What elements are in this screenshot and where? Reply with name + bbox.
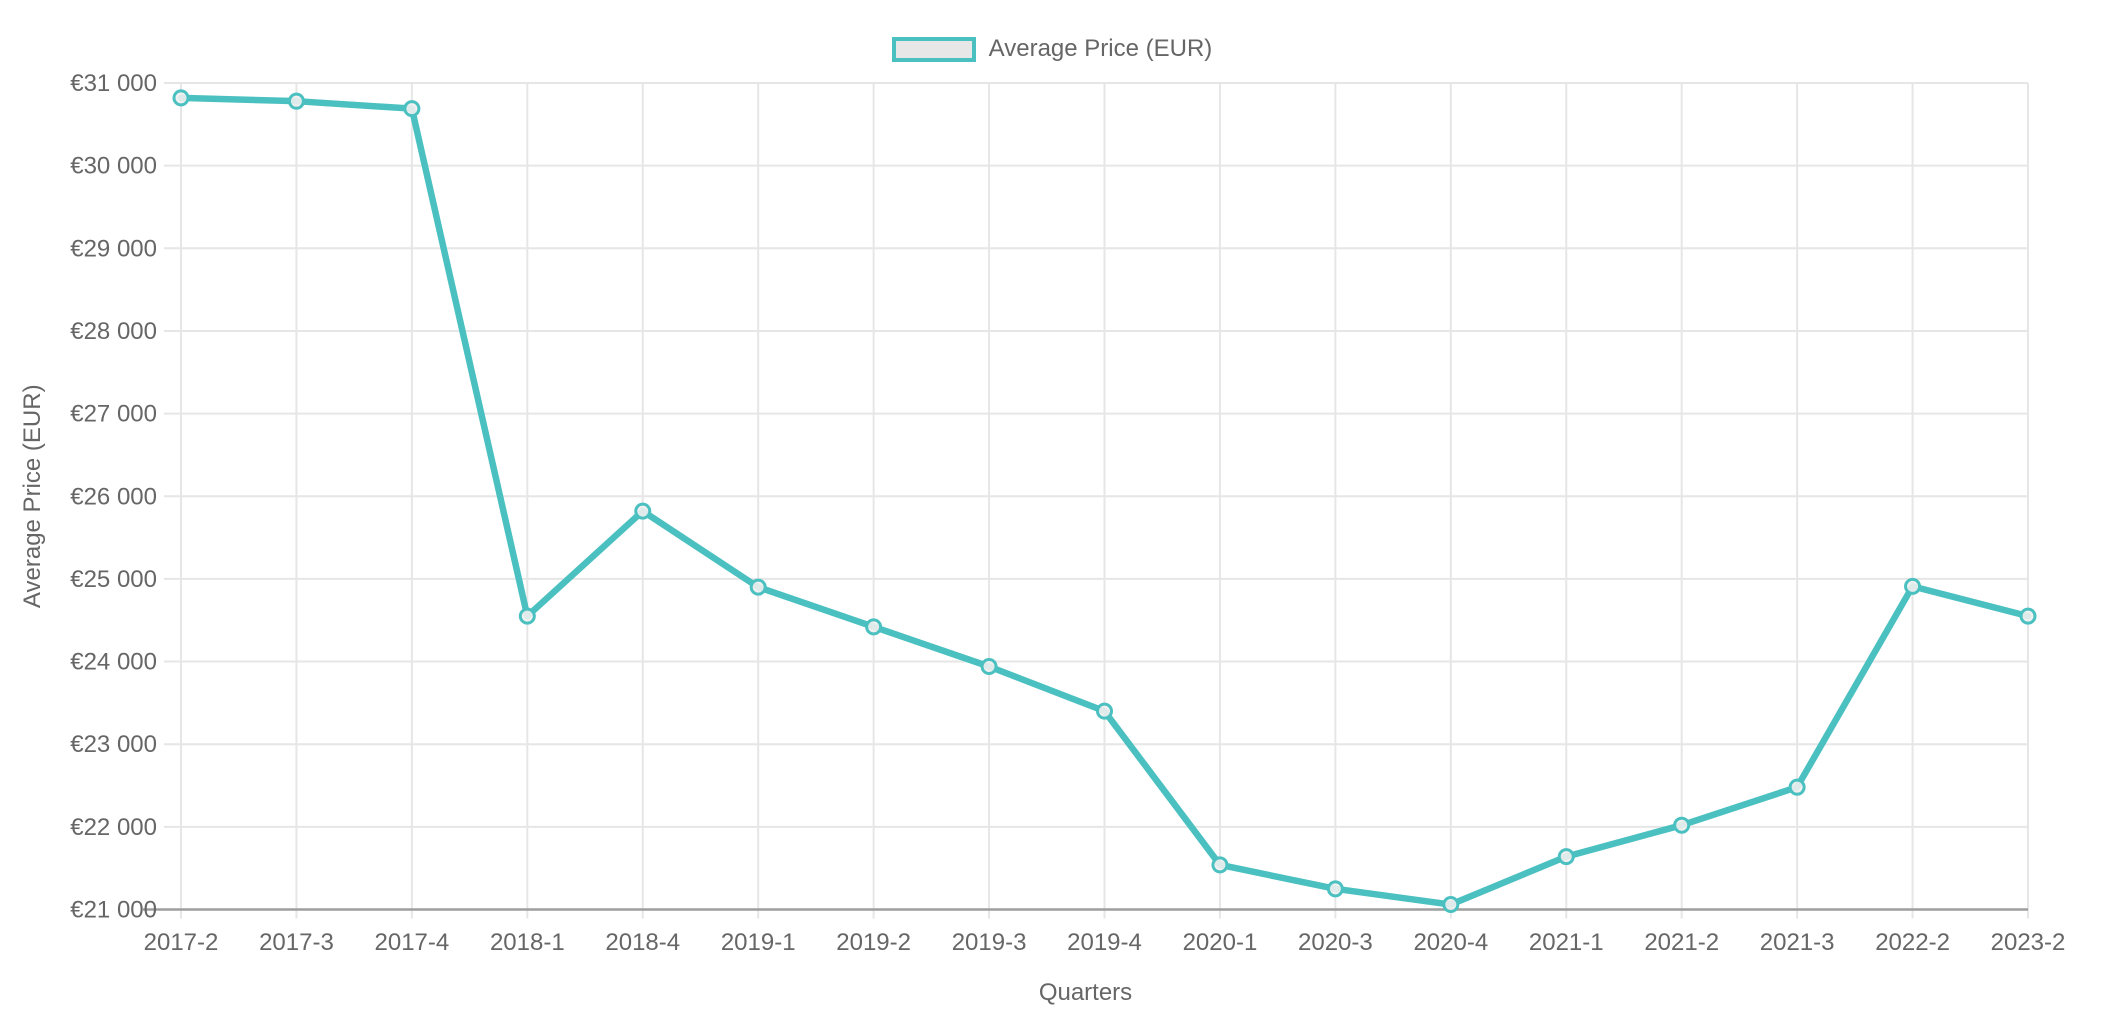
x-tick-label: 2019-4 xyxy=(1067,929,1142,956)
data-point-marker[interactable] xyxy=(634,502,652,520)
y-tick-label: €24 000 xyxy=(70,649,157,676)
data-point-marker[interactable] xyxy=(172,89,190,107)
legend-label: Average Price (EUR) xyxy=(988,35,1213,62)
legend-color-box xyxy=(891,36,976,62)
label-layer: €31 000 €30 000 €29 000 €28 000 €27 000 €26 0… xyxy=(70,70,2065,956)
y-tick-label: €31 000 xyxy=(70,70,157,97)
data-point-marker[interactable] xyxy=(865,618,883,636)
x-tick-label: 2017-4 xyxy=(375,929,450,956)
y-tick-label: €29 000 xyxy=(70,235,157,262)
y-tick-label: €22 000 xyxy=(70,814,157,841)
x-tick-label: 2023-2 xyxy=(1991,929,2066,956)
data-point-marker[interactable] xyxy=(287,92,305,110)
x-tick-label: 2017-2 xyxy=(144,929,219,956)
data-point-marker[interactable] xyxy=(1326,880,1344,898)
y-tick-label: €23 000 xyxy=(70,731,157,758)
data-point-marker[interactable] xyxy=(1442,896,1460,914)
data-point-marker[interactable] xyxy=(1096,702,1113,720)
x-axis-title: Quarters xyxy=(1039,979,1132,1006)
x-tick-label: 2022-2 xyxy=(1875,929,1950,956)
data-point-marker[interactable] xyxy=(1211,856,1229,874)
y-tick-label: €28 000 xyxy=(70,318,157,345)
y-tick-label: €26 000 xyxy=(70,483,157,510)
y-tick-label: €21 000 xyxy=(70,897,157,924)
data-point-marker[interactable] xyxy=(518,607,536,625)
series-layer xyxy=(172,89,2037,914)
data-point-marker[interactable] xyxy=(1557,848,1575,866)
x-tick-label: 2020-3 xyxy=(1298,929,1373,956)
data-point-marker[interactable] xyxy=(403,100,421,118)
x-tick-label: 2021-3 xyxy=(1760,929,1835,956)
data-point-marker[interactable] xyxy=(749,578,767,596)
x-tick-label: 2017-3 xyxy=(259,929,334,956)
grid-layer xyxy=(143,82,2029,919)
x-tick-label: 2020-1 xyxy=(1183,929,1258,956)
x-tick-label: 2019-2 xyxy=(836,929,911,956)
x-tick-label: 2019-1 xyxy=(721,929,796,956)
data-point-marker[interactable] xyxy=(1673,816,1691,834)
x-tick-label: 2018-1 xyxy=(490,929,565,956)
y-tick-label: €25 000 xyxy=(70,566,157,593)
data-point-marker[interactable] xyxy=(1904,577,1922,595)
y-tick-label: €30 000 xyxy=(70,153,157,180)
x-tick-label: 2021-2 xyxy=(1644,929,1719,956)
data-point-marker[interactable] xyxy=(1788,778,1806,796)
x-tick-label: 2021-1 xyxy=(1529,929,1604,956)
data-point-marker[interactable] xyxy=(980,658,998,676)
y-axis-title: Average Price (EUR) xyxy=(19,384,46,608)
x-tick-label: 2020-4 xyxy=(1413,929,1488,956)
y-tick-label: €27 000 xyxy=(70,401,157,428)
x-tick-label: 2018-4 xyxy=(605,929,680,956)
data-point-marker[interactable] xyxy=(2019,607,2037,625)
legend[interactable]: Average Price (EUR) xyxy=(0,36,2104,62)
x-tick-label: 2019-3 xyxy=(952,929,1027,956)
